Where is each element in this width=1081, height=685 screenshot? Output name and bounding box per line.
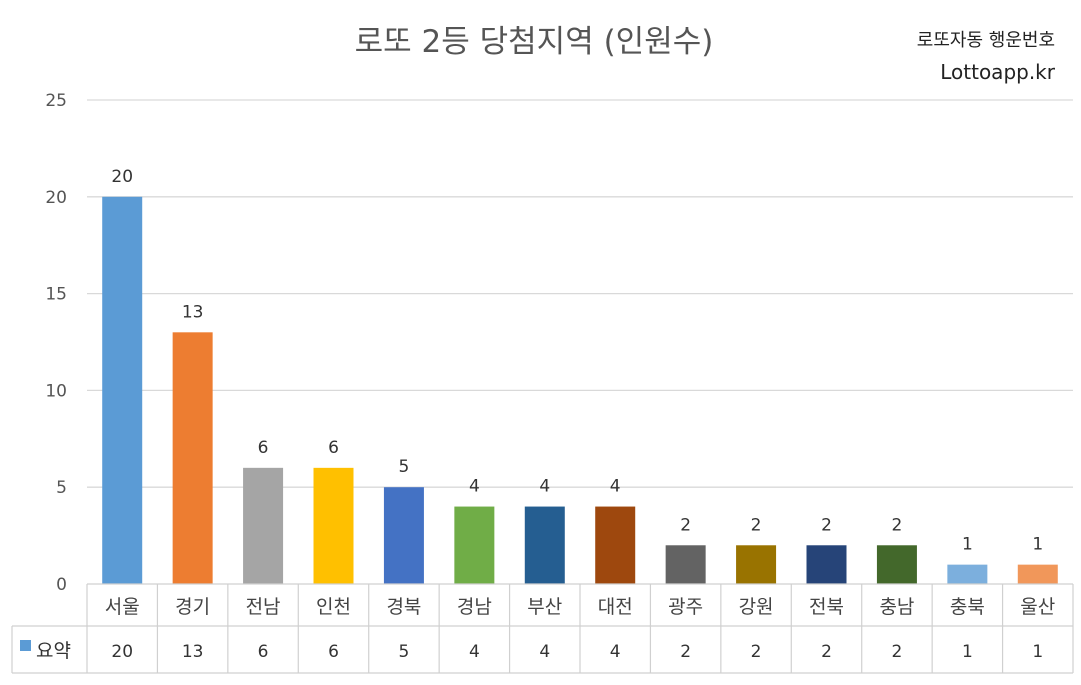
data-label: 4 xyxy=(539,477,550,497)
bar xyxy=(313,467,354,584)
table-value: 20 xyxy=(111,642,133,662)
bar xyxy=(524,506,565,584)
data-label: 1 xyxy=(1032,535,1043,555)
brand-url: Lottoapp.kr xyxy=(940,60,1056,84)
table-value: 6 xyxy=(258,642,269,662)
x-category-label: 전북 xyxy=(809,596,844,618)
chart-title: 로또 2등 당첨지역 (인원수) xyxy=(355,24,714,60)
data-label: 2 xyxy=(892,515,903,535)
table-value: 1 xyxy=(1032,642,1043,662)
table-value: 4 xyxy=(610,642,621,662)
x-category-label: 울산 xyxy=(1020,596,1055,618)
table-value: 5 xyxy=(399,642,410,662)
legend-label: 요약 xyxy=(36,640,71,662)
y-tick-label: 25 xyxy=(45,91,67,111)
table-value: 4 xyxy=(539,642,550,662)
bars xyxy=(102,196,1058,585)
table-value: 1 xyxy=(962,642,973,662)
y-tick-label: 20 xyxy=(45,188,67,208)
table-value: 2 xyxy=(680,642,691,662)
data-label: 4 xyxy=(610,477,621,497)
table-value: 2 xyxy=(751,642,762,662)
bar xyxy=(1017,564,1058,584)
table-value: 2 xyxy=(821,642,832,662)
data-label: 6 xyxy=(328,438,339,458)
y-axis-ticks: 0 5 10 15 20 25 xyxy=(45,91,67,595)
x-category-label: 경남 xyxy=(457,596,492,618)
table-value: 6 xyxy=(328,642,339,662)
bar xyxy=(876,545,917,584)
x-category-label: 경기 xyxy=(175,596,210,618)
bar xyxy=(172,332,213,584)
x-category-label: 충남 xyxy=(879,596,914,618)
brand-text: 로또자동 행운번호 xyxy=(917,30,1055,51)
bar xyxy=(806,545,847,584)
data-label: 2 xyxy=(821,515,832,535)
x-category-label: 광주 xyxy=(668,596,703,618)
y-tick-label: 5 xyxy=(56,478,67,498)
data-label: 13 xyxy=(182,302,204,322)
bar xyxy=(383,487,424,584)
bar xyxy=(454,506,495,584)
data-label: 1 xyxy=(962,535,973,555)
table-value: 2 xyxy=(892,642,903,662)
x-category-label: 경북 xyxy=(386,596,421,618)
x-category-label: 대전 xyxy=(598,596,633,618)
bar xyxy=(243,467,284,584)
data-label: 20 xyxy=(111,167,133,187)
data-label: 2 xyxy=(751,515,762,535)
data-label: 2 xyxy=(680,515,691,535)
x-category-label: 강원 xyxy=(739,596,774,618)
data-table: 요약 서울 20 경기 13 전남 6 인천 6 경북 5 경남 4 부산 4 대전 4 광주 2 강원 2 전북 2 충남 2… xyxy=(11,583,1074,674)
bar xyxy=(736,545,777,584)
x-category-label: 인천 xyxy=(316,596,351,618)
x-category-label: 서울 xyxy=(105,596,140,618)
x-category-label: 부산 xyxy=(527,596,562,618)
data-label: 4 xyxy=(469,477,480,497)
table-value: 13 xyxy=(182,642,204,662)
bar xyxy=(102,196,143,585)
bar xyxy=(665,545,706,584)
x-category-label: 전남 xyxy=(246,596,281,618)
data-labels: 20 13 6 6 5 4 4 4 2 2 2 2 1 1 xyxy=(111,167,1043,555)
bar xyxy=(947,564,988,584)
data-label: 6 xyxy=(258,438,269,458)
gridlines xyxy=(87,99,1073,488)
data-label: 5 xyxy=(399,457,410,477)
bar xyxy=(595,506,636,584)
y-tick-label: 0 xyxy=(56,575,67,595)
x-category-label: 충북 xyxy=(950,596,985,618)
y-tick-label: 15 xyxy=(45,285,67,305)
legend-swatch xyxy=(20,640,31,651)
table-value: 4 xyxy=(469,642,480,662)
y-tick-label: 10 xyxy=(45,381,67,401)
